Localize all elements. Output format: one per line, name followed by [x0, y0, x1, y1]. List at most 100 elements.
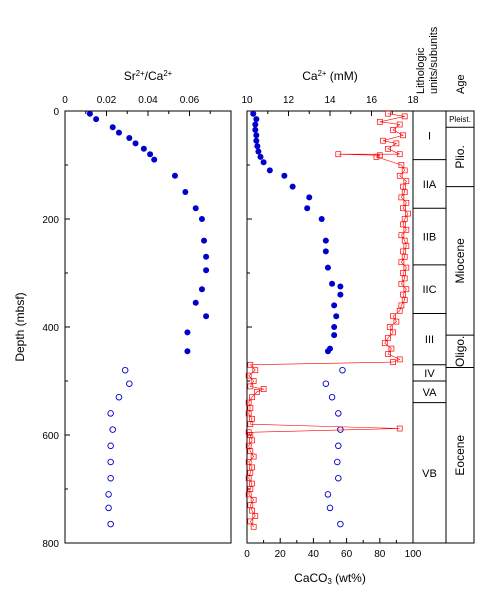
caco3-point	[386, 324, 393, 330]
sr-ca-point	[105, 504, 112, 512]
ca-point	[289, 183, 296, 190]
sr-ca-point	[147, 151, 154, 158]
ca-point	[250, 110, 257, 117]
ca-point	[326, 504, 334, 512]
unit-label: IV	[424, 368, 435, 380]
caco3-point	[390, 329, 396, 336]
unit-label: IIC	[422, 284, 436, 296]
caco3-point	[245, 459, 252, 465]
age-label: Miocene	[453, 238, 467, 284]
unit-label: III	[425, 334, 434, 346]
sr-ca-point	[140, 145, 147, 152]
caco3-point	[249, 437, 255, 444]
caco3-point	[381, 340, 388, 347]
sr-ca-point	[171, 172, 178, 179]
sr-ca-point	[203, 267, 210, 274]
age-label: Oligo.	[453, 336, 467, 367]
caco3-point	[400, 248, 406, 255]
caco3-point	[403, 286, 410, 293]
sr-ca-point	[121, 366, 129, 374]
caco3-point	[376, 152, 383, 159]
caco3-point	[401, 167, 408, 174]
caco3-point	[398, 302, 405, 309]
caco3-point	[250, 496, 257, 503]
caco3-point	[401, 189, 408, 195]
depth-y-tick-label: 600	[42, 431, 59, 442]
caco3-point	[385, 145, 391, 152]
caco3-x-tick-label: 20	[275, 549, 287, 560]
caco3-point	[385, 110, 391, 117]
sr-ca-point	[109, 124, 116, 131]
caco3-point	[396, 151, 403, 158]
caco3-point	[396, 425, 403, 432]
caco3-point	[250, 378, 257, 384]
ca-point	[318, 216, 325, 222]
sr-ca-x-tick-label: 0.02	[97, 95, 117, 106]
ca-point	[322, 248, 329, 255]
caco3-point	[245, 442, 252, 449]
ca-x-tick-label: 12	[283, 95, 295, 106]
sr-ca-point	[192, 299, 199, 306]
ca-point	[337, 291, 344, 298]
depth-y-tick-label: 400	[42, 323, 59, 334]
caco3-point	[245, 491, 252, 498]
sr-ca-point	[203, 313, 210, 320]
sr-ca-point	[109, 426, 116, 433]
caco3-point	[373, 154, 380, 160]
caco3-x-tick-label: 100	[405, 549, 422, 560]
age-column	[445, 110, 475, 544]
caco3-point	[247, 518, 254, 525]
depth-y-tick-label: 0	[53, 107, 59, 118]
unit-label: IIB	[423, 232, 436, 244]
ca-point	[339, 366, 346, 374]
age-label: Pleist.	[449, 115, 471, 124]
caco3-point	[247, 421, 254, 428]
sr-ca-point	[203, 253, 210, 260]
caco3-point	[250, 523, 257, 530]
ca-x-tick-label: 16	[366, 95, 378, 106]
caco3-point	[376, 118, 383, 125]
ca-x-tick-label: 18	[407, 95, 419, 106]
ca-point	[254, 143, 261, 150]
ca-point	[252, 126, 259, 133]
ca-point	[322, 380, 330, 387]
sr-ca-point	[126, 380, 133, 387]
caco3-point	[401, 216, 408, 222]
sr-ca-panel-frame	[64, 110, 232, 544]
caco3-point	[396, 121, 403, 128]
caco3-point	[380, 137, 386, 144]
ca-x-tick-label: 10	[241, 95, 253, 106]
sr-ca-point	[182, 189, 189, 195]
caco3-point	[249, 480, 255, 487]
units-column-title: units/subunits	[428, 26, 440, 94]
caco3-point	[385, 351, 391, 357]
caco3-point	[249, 415, 255, 422]
sr-ca-point	[93, 116, 100, 123]
caco3-point	[398, 259, 405, 266]
sr-ca-point	[132, 140, 139, 147]
sr-ca-point	[151, 156, 158, 163]
sr-ca-point	[105, 491, 112, 498]
caco3-x-tick-label: 0	[244, 549, 250, 560]
sr-ca-point	[192, 205, 199, 212]
caco3-x-tick-label: 60	[341, 549, 353, 560]
sr-ca-point	[198, 286, 205, 293]
ca-point	[255, 148, 262, 155]
sr-ca-x-tick-label: 0	[62, 95, 68, 106]
ca-point	[331, 324, 338, 330]
caco3-point	[249, 394, 255, 401]
ca-point	[322, 237, 329, 244]
caco3-point	[396, 307, 403, 314]
caco3-point	[403, 178, 410, 185]
caco3-point	[400, 270, 406, 276]
caco3-point	[405, 210, 411, 217]
caco3-point	[400, 221, 406, 228]
ca-point	[331, 332, 338, 339]
depth-y-tick-label: 800	[42, 539, 59, 550]
caco3-point	[247, 361, 254, 368]
caco3-point	[393, 318, 400, 325]
ca-x-tick-label: 14	[324, 95, 336, 106]
caco3-series-line	[248, 113, 409, 527]
caco3-point	[252, 367, 259, 374]
caco3-x-tick-label: 40	[308, 549, 320, 560]
